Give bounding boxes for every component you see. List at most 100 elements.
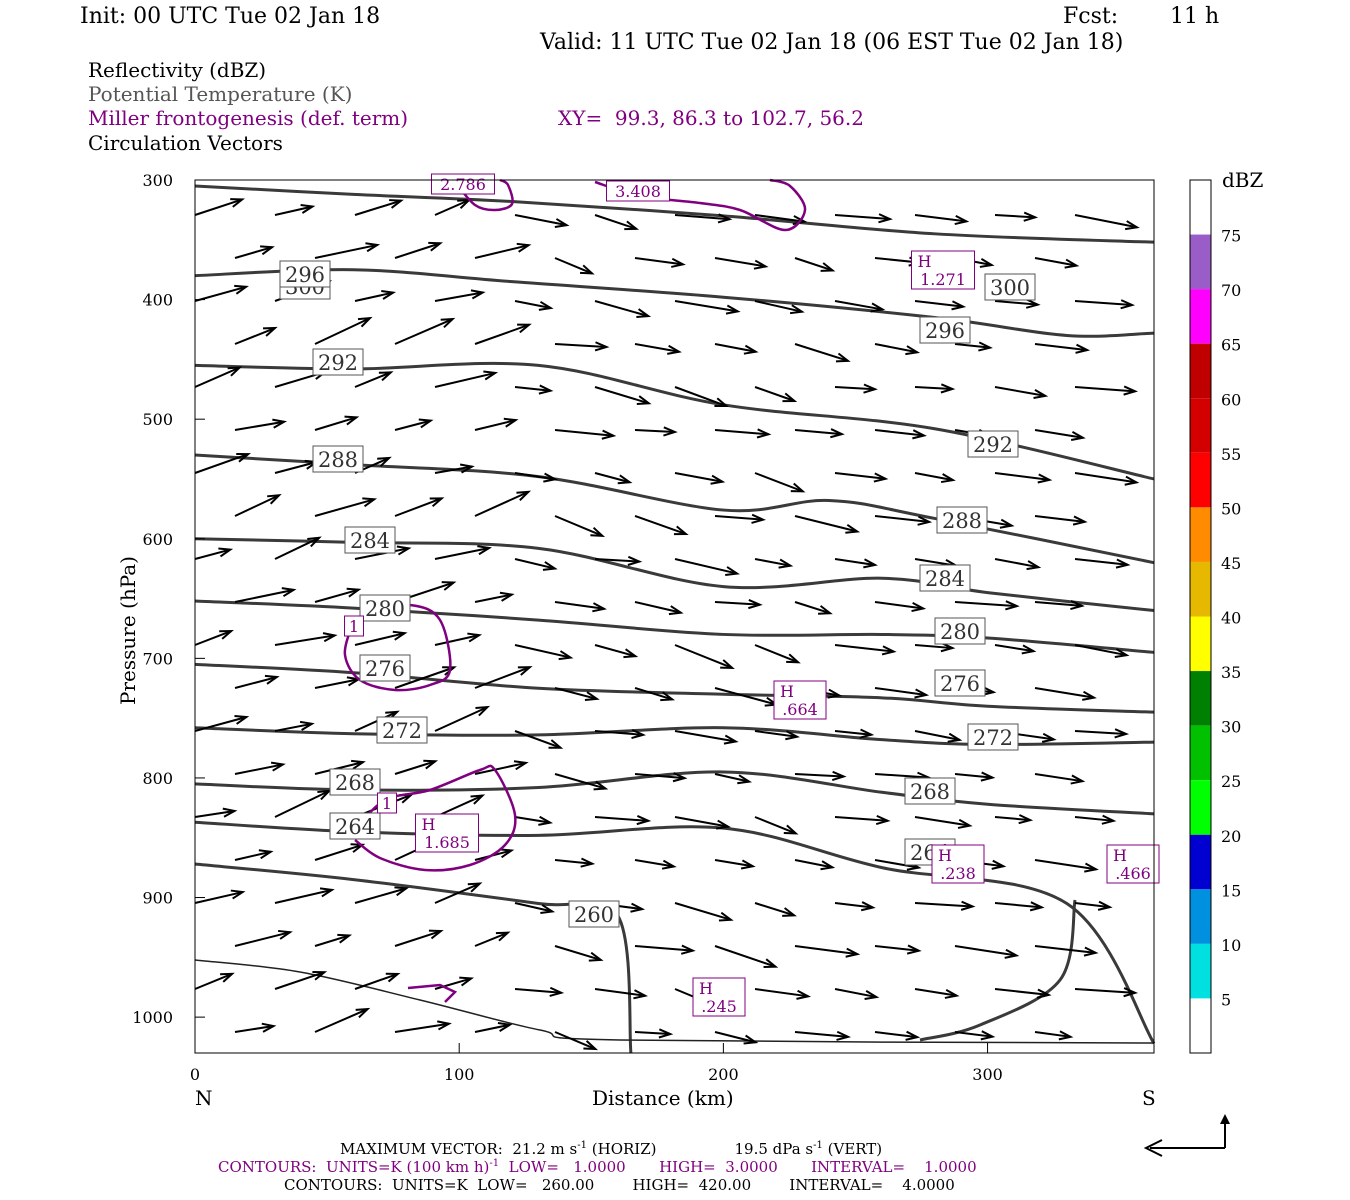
circulation-vector-head: [236, 452, 251, 463]
fronto-high-marker: H: [1113, 846, 1127, 865]
circulation-vector: [354, 199, 402, 216]
circulation-vector-head: [543, 472, 558, 483]
fronto-value: .245: [701, 997, 737, 1016]
circulation-vector: [1074, 214, 1138, 229]
circulation-vector: [394, 930, 442, 947]
circulation-vector: [674, 644, 733, 669]
x-axis-north-label: N: [195, 1086, 213, 1110]
y-tick-label: 300: [142, 171, 173, 190]
circulation-vector-head: [477, 545, 493, 556]
circulation-vector-head: [864, 990, 880, 1000]
circulation-vector: [954, 945, 1017, 957]
circulation-vector-head: [230, 889, 246, 900]
valid-time: Valid: 11 UTC Tue 02 Jan 18 (06 EST Tue …: [540, 30, 1124, 55]
circulation-vector: [514, 730, 561, 749]
circulation-vector-head: [1097, 900, 1113, 911]
circulation-vector: [194, 630, 232, 646]
circulation-vector-head: [836, 1030, 852, 1041]
circulation-vector: [914, 300, 964, 308]
circulation-vector-head: [835, 352, 851, 363]
circulation-vector-head: [234, 715, 250, 725]
circulation-vector: [1074, 988, 1136, 994]
fronto-label-box: [931, 844, 985, 884]
circulation-vector-head: [317, 789, 332, 801]
circulation-vector: [794, 429, 843, 436]
theta-label-box: [919, 564, 971, 592]
circulation-vector: [1074, 558, 1128, 566]
colorbar-segment: [1190, 234, 1211, 290]
fronto-value: 1: [382, 794, 392, 813]
circulation-vector: [434, 794, 483, 818]
circulation-vector: [994, 300, 1038, 306]
circulation-vector-head: [873, 472, 889, 483]
circulation-vector-head: [428, 241, 444, 252]
y-tick-label: 700: [142, 649, 173, 668]
circulation-vector-head: [538, 384, 554, 395]
circulation-vector: [634, 859, 675, 868]
circulation-vector-head: [312, 970, 328, 981]
circulation-vector: [1034, 601, 1083, 607]
circulation-vector: [754, 386, 795, 402]
circulation-vector-head: [392, 630, 408, 641]
circulation-vector: [554, 687, 598, 700]
forecast-hour: 11 h: [1170, 4, 1220, 29]
circulation-vector-head: [538, 815, 554, 826]
circulation-vector-head: [218, 547, 234, 558]
colorbar-label: 30: [1221, 718, 1241, 737]
theta-label-box: [329, 768, 381, 796]
cross-section-coords: XY= 99.3, 86.3 to 102.7, 56.2: [558, 106, 864, 130]
colorbar-label: 35: [1221, 663, 1241, 682]
fronto-high-marker: H: [699, 979, 713, 998]
colorbar-segment: [1190, 834, 1211, 890]
circulation-vector: [474, 593, 513, 603]
circulation-vector: [234, 676, 278, 689]
circulation-vector-head: [661, 859, 677, 870]
circulation-vector: [714, 257, 766, 268]
circulation-vector: [514, 902, 553, 913]
circulation-vector: [994, 988, 1049, 996]
circulation-vector: [914, 730, 960, 741]
frontogenesis-contour: [354, 764, 517, 872]
max-vector-info: MAXIMUM VECTOR: 21.2 m s-1 (HORIZ) 19.5 d…: [340, 1140, 883, 1158]
fronto-label-box: [415, 813, 479, 853]
x-tick-label: 300: [972, 1065, 1003, 1084]
circulation-vector-head: [818, 605, 833, 615]
circulation-vector: [754, 558, 791, 567]
circulation-vector-head: [881, 645, 897, 656]
colorbar-label: 50: [1221, 499, 1241, 518]
circulation-vector-head: [517, 666, 533, 676]
circulation-vector-head: [723, 734, 739, 745]
circulation-vector-head: [820, 860, 836, 871]
circulation-vector: [914, 902, 973, 908]
circulation-vector: [194, 198, 243, 216]
circulation-vector-head: [763, 958, 779, 968]
circulation-vector: [1034, 945, 1096, 954]
circulation-vector-head: [782, 392, 798, 403]
circulation-vector-head: [344, 415, 360, 426]
circulation-vector: [754, 816, 797, 835]
circulation-vector: [474, 1023, 511, 1033]
circulation-vector: [234, 327, 276, 345]
colorbar-label: 25: [1221, 772, 1241, 791]
fronto-label-box: [692, 977, 746, 1017]
circulation-vector-head: [725, 304, 741, 315]
circulation-vector-head: [270, 761, 286, 772]
circulation-vector: [994, 558, 1039, 569]
circulation-vector-head: [263, 326, 278, 337]
circulation-vector-head: [981, 685, 997, 697]
y-tick-label: 800: [142, 769, 173, 788]
colorbar-segment: [1190, 889, 1211, 944]
theta-contour-info: CONTOURS: UNITS=K LOW= 260.00 HIGH= 420.…: [284, 1176, 955, 1194]
circulation-vector-head: [1004, 948, 1020, 959]
circulation-vector-head: [396, 545, 412, 556]
circulation-vector-head: [337, 933, 353, 944]
theta-label: 268: [335, 771, 375, 795]
circulation-vector-head: [1041, 732, 1057, 743]
circulation-vector-head: [1021, 644, 1037, 655]
circulation-vector-head: [878, 213, 893, 224]
circulation-vector: [594, 988, 646, 997]
colorbar-frame: [1189, 179, 1212, 1054]
circulation-vector: [434, 706, 488, 732]
colorbar-label: 40: [1221, 609, 1241, 628]
circulation-vector-head: [277, 929, 293, 940]
